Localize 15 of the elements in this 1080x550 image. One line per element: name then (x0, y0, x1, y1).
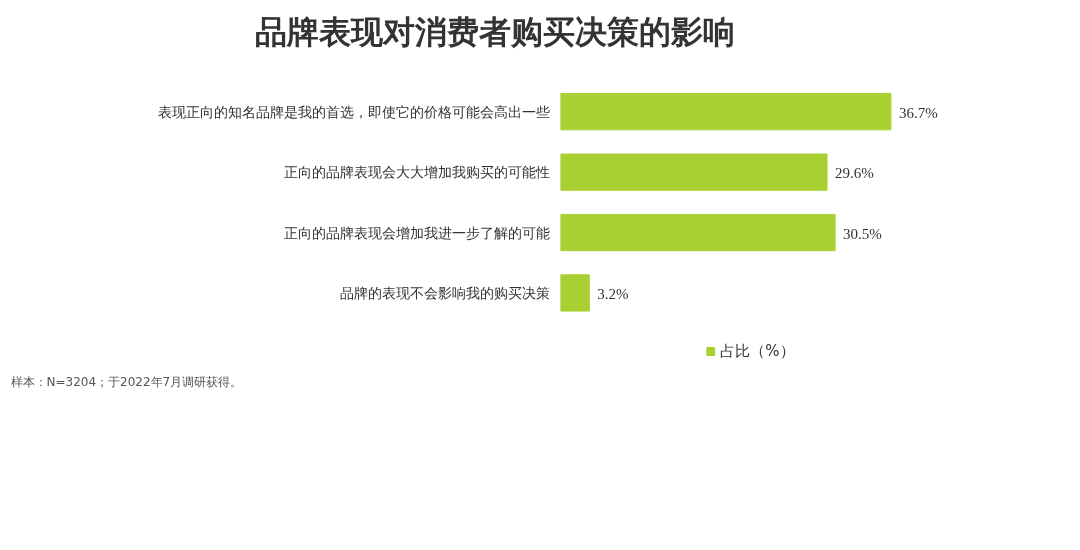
y-tick-label: 正向的品牌表现会大大增加我购买的可能性 (283, 163, 550, 180)
legend-label: 占比（%） (720, 341, 795, 361)
y-tick-label: 表现正向的知名品牌是我的首选，即使它的价格可能会高出一些 (157, 103, 550, 120)
bar (560, 213, 836, 251)
data-label: 3.2% (597, 285, 629, 302)
y-tick-label: 品牌的表现不会影响我的购买决策 (339, 284, 550, 301)
bar (560, 153, 828, 191)
chart-title: 品牌表现对消费者购买决策的影响 (255, 12, 735, 53)
bar (560, 92, 892, 131)
bar (560, 274, 590, 312)
data-label: 36.7% (898, 104, 938, 121)
text: 样本：N=3204；于2022年7月调研获得。 (10, 374, 243, 389)
data-label: 30.5% (843, 225, 882, 242)
data-label: 29.6% (835, 164, 874, 181)
y-tick-label: 正向的品牌表现会增加我进一步了解的可能 (283, 224, 550, 241)
